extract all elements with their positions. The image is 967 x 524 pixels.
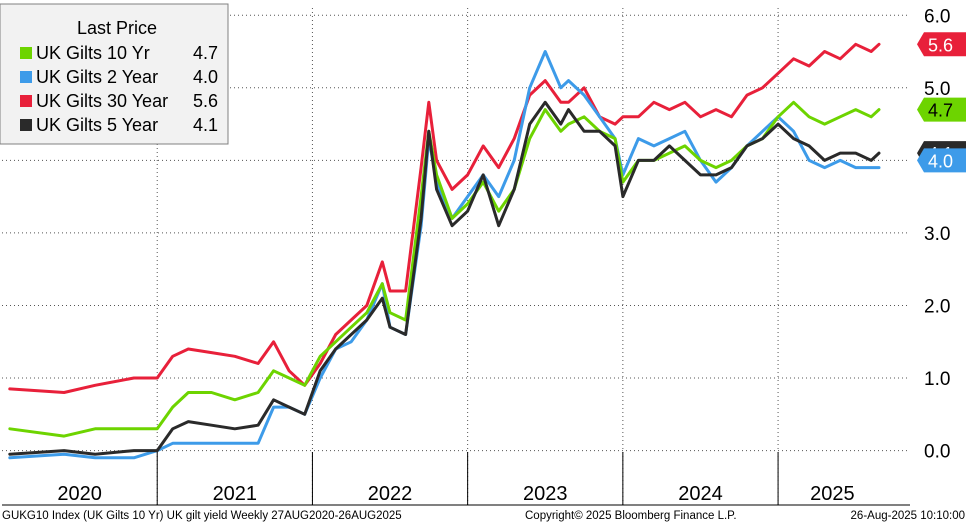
y-tick-label: 6.0 bbox=[924, 6, 950, 27]
legend-label: UK Gilts 10 Yr bbox=[36, 43, 150, 63]
legend-title: Last Price bbox=[77, 18, 157, 38]
x-year-label: 2025 bbox=[810, 483, 855, 505]
last-price-value: 4.7 bbox=[928, 101, 953, 121]
legend-label: UK Gilts 30 Year bbox=[36, 91, 168, 111]
legend-swatch bbox=[20, 119, 32, 131]
series-line-uk-gilts-30-year bbox=[8, 42, 881, 394]
legend-value: 4.7 bbox=[193, 43, 218, 63]
legend-swatch bbox=[20, 95, 32, 107]
last-price-badges: 4.15.64.74.0 bbox=[917, 32, 966, 173]
legend-entries: UK Gilts 10 Yr 4.7 UK Gilts 2 Year 4.0 UK Gi… bbox=[20, 43, 218, 135]
legend-value: 4.1 bbox=[193, 115, 218, 135]
legend-label: UK Gilts 5 Year bbox=[36, 115, 158, 135]
x-year-label: 2022 bbox=[368, 483, 413, 505]
series-line-uk-gilts-5-year bbox=[8, 100, 881, 456]
x-year-label: 2020 bbox=[57, 483, 102, 505]
x-year-label: 2024 bbox=[678, 483, 723, 505]
x-year-label: 2021 bbox=[213, 483, 258, 505]
last-price-badge bbox=[917, 32, 966, 57]
last-price-value: 5.6 bbox=[928, 35, 953, 55]
y-tick-label: 5.0 bbox=[924, 79, 950, 100]
legend: Last Price UK Gilts 10 Yr 4.7 UK Gilts 2 Y… bbox=[0, 3, 229, 145]
last-price-value: 4.0 bbox=[928, 151, 953, 171]
last-price-badge bbox=[917, 148, 966, 173]
series-line-uk-gilts-2-year bbox=[8, 50, 881, 460]
footer-source: GUKG10 Index (UK Gilts 10 Yr) UK gilt yi… bbox=[2, 510, 402, 522]
x-year-label: 2023 bbox=[523, 483, 568, 505]
legend-box bbox=[0, 3, 229, 145]
legend-value: 5.6 bbox=[193, 91, 218, 111]
legend-value: 4.0 bbox=[193, 67, 218, 87]
footer-copyright: Copyright© 2025 Bloomberg Finance L.P. bbox=[525, 510, 737, 522]
legend-swatch bbox=[20, 47, 32, 59]
y-tick-label: 2.0 bbox=[924, 296, 950, 317]
horizontal-grid bbox=[2, 14, 910, 452]
footer-timestamp: 26-Aug-2025 10:10:00 bbox=[851, 510, 965, 522]
y-tick-label: 1.0 bbox=[924, 369, 950, 390]
series-line-uk-gilts-10-yr bbox=[8, 100, 881, 438]
y-axis: 0.0 1.0 2.0 3.0 4.0 5.0 6.0 bbox=[924, 6, 950, 462]
x-axis: 2020 2021 2022 2023 2024 2025 bbox=[2, 8, 910, 506]
y-tick-label: 3.0 bbox=[924, 224, 950, 245]
series-lines bbox=[8, 42, 881, 460]
y-tick-label: 0.0 bbox=[924, 442, 950, 463]
last-price-badge bbox=[917, 97, 966, 122]
footer: GUKG10 Index (UK Gilts 10 Yr) UK gilt yi… bbox=[2, 510, 965, 522]
legend-swatch bbox=[20, 71, 32, 83]
legend-label: UK Gilts 2 Year bbox=[36, 67, 158, 87]
